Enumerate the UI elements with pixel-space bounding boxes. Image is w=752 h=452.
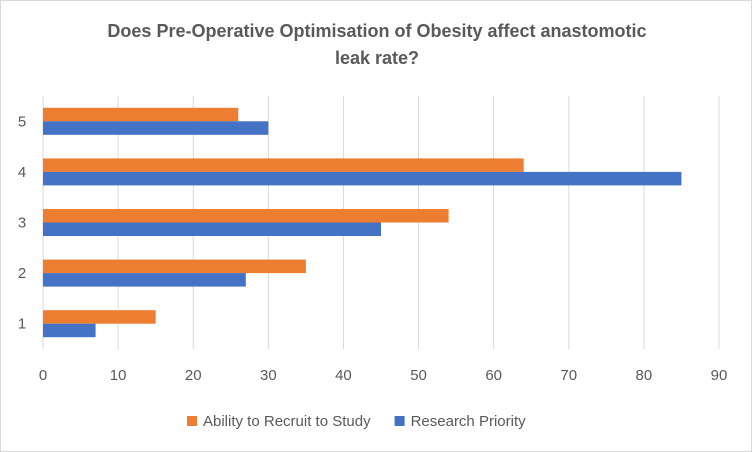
legend-label: Ability to Recruit to Study <box>203 413 371 430</box>
y-tick-label: 4 <box>18 164 26 181</box>
y-tick-label: 5 <box>18 113 26 130</box>
bar <box>43 222 381 236</box>
bar <box>43 323 96 338</box>
bars <box>43 107 682 338</box>
bar <box>43 209 449 223</box>
legend-swatch <box>394 416 405 426</box>
y-tick-label: 1 <box>18 316 26 333</box>
x-tick-label: 60 <box>485 367 502 384</box>
bar <box>43 121 269 135</box>
x-tick-label: 50 <box>410 367 427 384</box>
x-tick-label: 20 <box>185 367 202 384</box>
x-tick-label: 0 <box>39 367 47 384</box>
legend-label: Research Priority <box>411 413 527 430</box>
bar <box>43 171 682 186</box>
bar <box>43 259 306 274</box>
bar <box>43 273 246 287</box>
bar <box>43 107 239 122</box>
x-tick-label: 80 <box>636 367 653 384</box>
y-tick-label: 2 <box>18 265 26 282</box>
x-tick-label: 40 <box>335 367 352 384</box>
legend-swatch <box>187 416 197 426</box>
bar <box>43 310 156 324</box>
x-tick-label: 90 <box>711 367 728 384</box>
legend: Ability to Recruit to Study Research Prio… <box>187 413 526 430</box>
y-axis-ticks: 1 2 3 4 5 <box>18 113 26 332</box>
bar <box>43 158 524 172</box>
chart-title: Does Pre-Operative Optimisation of Obesi… <box>107 21 647 68</box>
y-tick-label: 3 <box>18 215 26 232</box>
x-tick-label: 30 <box>260 367 277 384</box>
x-axis-ticks: 0 10 20 30 40 50 60 70 80 90 <box>39 367 728 384</box>
x-tick-label: 10 <box>110 367 127 384</box>
x-tick-label: 70 <box>560 367 577 384</box>
